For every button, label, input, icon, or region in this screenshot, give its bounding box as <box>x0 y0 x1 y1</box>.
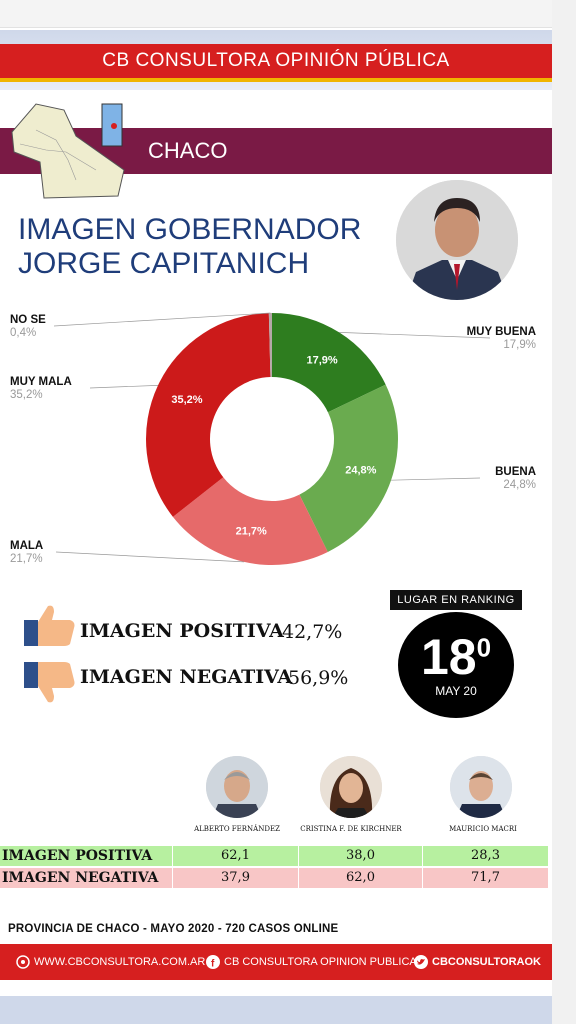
category-label-no-se: NO SE <box>10 314 46 326</box>
category-value-buena: 24,8% <box>503 479 536 491</box>
region-name: CHACO <box>148 138 228 163</box>
cell-negative-macri: 71,7 <box>422 868 548 888</box>
top-strip <box>0 0 552 28</box>
category-label-muy-buena: MUY BUENA <box>467 326 536 338</box>
leader-line-no-se <box>53 312 271 327</box>
category-label-mala: MALA <box>10 540 43 552</box>
cell-positive-kirchner: 38,0 <box>298 846 422 866</box>
ranking-value: 18 <box>420 629 477 685</box>
header-banner: CB CONSULTORA OPINIÓN PÚBLICA <box>0 44 552 82</box>
thumbs-down-icon <box>24 662 75 703</box>
row-label-positive: IMAGEN POSITIVA <box>2 848 153 864</box>
slice-value-label-muy-buena: 17,9% <box>307 354 338 366</box>
candidate-photo-kirchner <box>320 756 382 818</box>
leader-line-muy-mala <box>89 385 159 389</box>
comparison-row-negative: IMAGEN NEGATIVA 37,9 62,0 71,7 <box>0 868 548 888</box>
comparison-row-positive: IMAGEN POSITIVA 62,1 38,0 28,3 <box>0 846 548 866</box>
positive-image-value: 42,7% <box>282 621 343 643</box>
ranking-number: 180 <box>398 628 514 686</box>
footer-facebook[interactable]: CB CONSULTORA OPINION PUBLICA <box>224 956 417 968</box>
category-value-muy-mala: 35,2% <box>10 389 43 401</box>
headline-line-2: JORGE CAPITANICH <box>18 247 310 280</box>
donut-slice-muy-mala <box>146 313 271 517</box>
ranking-date: MAY 20 <box>435 684 477 698</box>
negative-image-label: IMAGEN NEGATIVA <box>80 666 293 688</box>
footer-bottom-strip <box>0 996 552 1024</box>
ranking-ordinal: 0 <box>476 632 492 663</box>
candidate-name-2: CRISTINA F. DE KIRCHNER <box>300 825 402 833</box>
candidate-photo-macri <box>450 756 512 818</box>
donut-slice-mala <box>172 477 328 565</box>
headline: IMAGEN GOBERNADOR JORGE CAPITANICH <box>18 213 361 281</box>
leader-line-mala <box>55 551 245 563</box>
category-label-buena: BUENA <box>495 466 536 478</box>
province-map-icon <box>11 103 125 199</box>
category-label-muy-mala: MUY MALA <box>10 376 72 388</box>
facebook-icon: f <box>206 955 220 969</box>
candidate-photo-fernandez <box>206 756 268 818</box>
donut-slice-muy-buena <box>272 313 386 413</box>
row-label-negative: IMAGEN NEGATIVA <box>2 870 159 886</box>
candidate-name-3: MAURICIO MACRI <box>449 825 517 833</box>
slice-value-label-muy-mala: 35,2% <box>171 394 202 406</box>
cell-negative-kirchner: 62,0 <box>298 868 422 888</box>
cell-positive-fernandez: 62,1 <box>172 846 298 866</box>
donut-slice-no-se <box>268 313 272 378</box>
candidate-name-1: ALBERTO FERNÁNDEZ <box>194 825 280 833</box>
headline-line-1: IMAGEN GOBERNADOR <box>18 213 362 246</box>
negative-image-value: 56,9% <box>288 667 349 689</box>
ranking-label: LUGAR EN RANKING <box>390 590 522 610</box>
thumbs-up-icon <box>24 605 75 646</box>
category-value-muy-buena: 17,9% <box>503 339 536 351</box>
category-value-mala: 21,7% <box>10 553 43 565</box>
slice-value-label-buena: 24,8% <box>345 465 376 477</box>
governor-photo <box>396 180 518 300</box>
svg-text:f: f <box>211 959 215 970</box>
infographic-card: CB CONSULTORA OPINIÓN PÚBLICA CHACO IMAG… <box>0 0 552 1024</box>
twitter-icon <box>414 955 428 969</box>
cell-negative-fernandez: 37,9 <box>172 868 298 888</box>
footer-bar: WWW.CBCONSULTORA.COM.AR f CB CONSULTORA … <box>0 944 552 980</box>
donut-slice-buena <box>299 384 399 552</box>
positive-image-label: IMAGEN POSITIVA <box>80 620 284 642</box>
header-title: CB CONSULTORA OPINIÓN PÚBLICA <box>102 50 450 71</box>
footer-website[interactable]: WWW.CBCONSULTORA.COM.AR <box>34 956 206 968</box>
category-value-no-se: 0,4% <box>10 327 36 339</box>
leader-line-muy-buena <box>339 332 491 339</box>
leader-line-buena <box>391 477 481 481</box>
footer-note: PROVINCIA DE CHACO - MAYO 2020 - 720 CAS… <box>8 923 339 935</box>
footer-twitter[interactable]: CBCONSULTORAOK <box>432 956 541 968</box>
website-icon <box>16 955 30 969</box>
slice-value-label-mala: 21,7% <box>236 526 267 538</box>
ranking-badge: 180 MAY 20 <box>398 612 514 718</box>
cell-positive-macri: 28,3 <box>422 846 548 866</box>
